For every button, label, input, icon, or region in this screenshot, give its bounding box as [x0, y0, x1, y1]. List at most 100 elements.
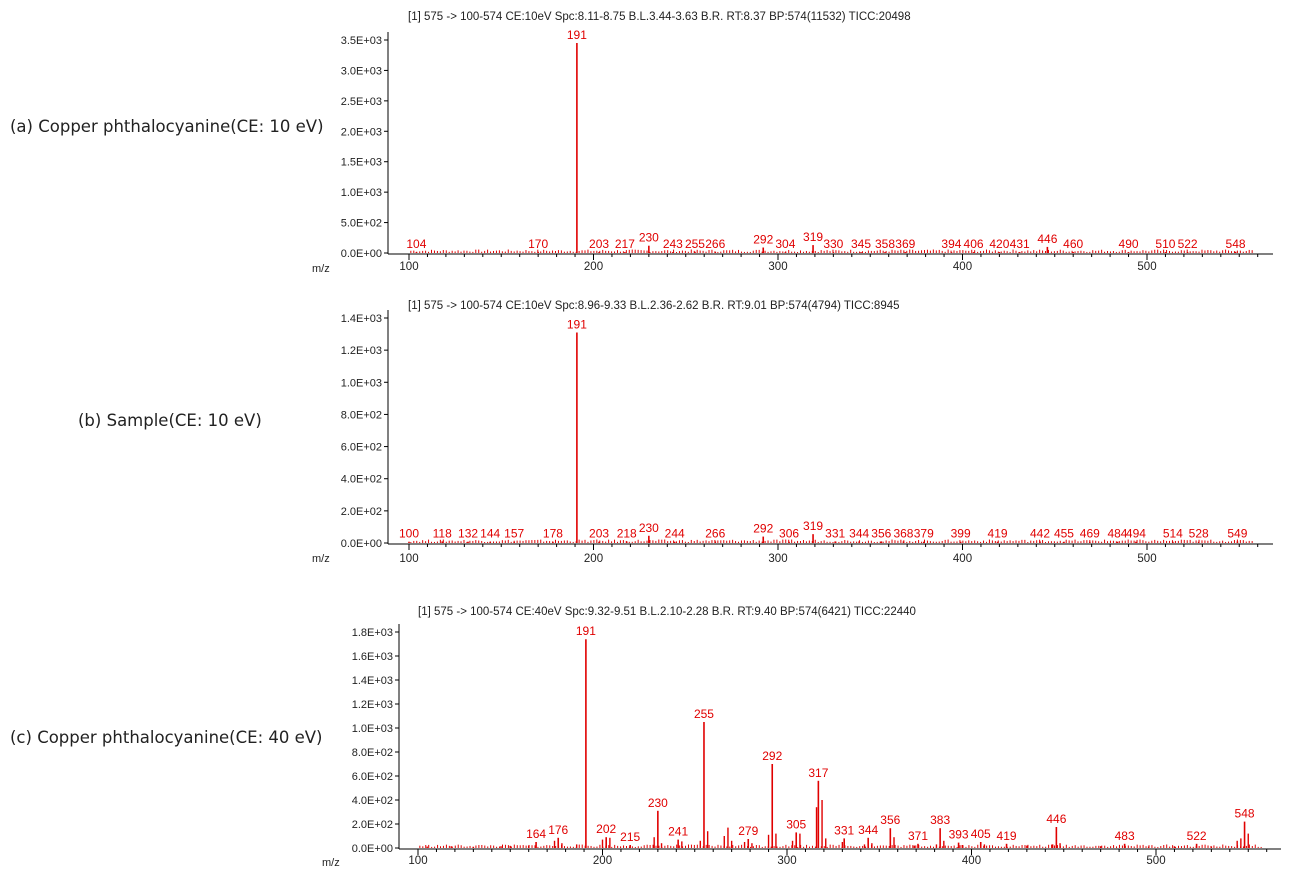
- peak-label: 292: [753, 233, 773, 247]
- x-tick-label: 300: [768, 261, 787, 273]
- peak-label: 292: [762, 749, 782, 763]
- y-tick-label: 1.8E+03: [352, 627, 393, 639]
- y-tick-label: 6.0E+02: [341, 442, 382, 454]
- x-tick-label: 400: [962, 855, 981, 867]
- x-axis-label: m/z: [312, 553, 330, 565]
- peak-label: 118: [433, 526, 452, 540]
- peak-label: 144: [480, 527, 500, 541]
- y-tick-label: 1.2E+03: [352, 699, 393, 711]
- peak-label: 528: [1189, 527, 1209, 541]
- x-tick-label: 100: [399, 261, 418, 273]
- y-tick-label: 1.5E+03: [341, 157, 382, 169]
- peak-label: 419: [997, 829, 1017, 843]
- peak-label: 331: [834, 823, 854, 837]
- peak-label: 369: [895, 237, 915, 251]
- peak-label: 331: [825, 526, 845, 540]
- peak-label: 191: [567, 317, 587, 331]
- peak-label: 490: [1119, 237, 1139, 251]
- y-tick-label: 8.0E+02: [341, 409, 382, 421]
- y-tick-label: 8.0E+02: [352, 747, 393, 759]
- peak-label: 494: [1126, 527, 1146, 541]
- x-axis-label: m/z: [312, 263, 330, 275]
- peak-label: 319: [803, 230, 823, 244]
- x-tick-label: 500: [1137, 553, 1156, 565]
- peak-label: 379: [914, 527, 934, 541]
- peak-label: 217: [615, 237, 635, 251]
- peak-label: 306: [779, 527, 799, 541]
- y-tick-label: 2.0E+02: [341, 506, 382, 518]
- peak-label: 405: [971, 827, 991, 841]
- peak-label: 104: [406, 237, 426, 251]
- spectrum-header: [1] 575 -> 100-574 CE:40eV Spc:9.32-9.51…: [418, 606, 916, 618]
- peak-label: 394: [941, 237, 961, 251]
- peak-label: 344: [858, 823, 878, 837]
- y-tick-label: 1.2E+03: [341, 345, 382, 357]
- peak-label: 215: [620, 830, 640, 844]
- peak-label: 266: [705, 526, 725, 540]
- peak-label: 164: [526, 827, 546, 841]
- peak-label: 431: [1010, 237, 1030, 251]
- peak-label: 218: [617, 526, 637, 540]
- y-tick-label: 3.5E+03: [341, 35, 382, 47]
- y-tick-label: 1.0E+03: [341, 187, 382, 199]
- peak-label: 419: [988, 527, 1008, 541]
- spectrum-panel-a: [1] 575 -> 100-574 CE:10eV Spc:8.11-8.75…: [312, 11, 1273, 275]
- panel-b-label: (b) Sample(CE: 10 eV): [78, 411, 262, 430]
- x-tick-label: 400: [953, 261, 972, 273]
- peak-label: 383: [930, 813, 950, 827]
- spectrum-panel-c: [1] 575 -> 100-574 CE:40eV Spc:9.32-9.51…: [322, 606, 1281, 869]
- peak-label: 255: [694, 707, 714, 721]
- spectrum-header: [1] 575 -> 100-574 CE:10eV Spc:8.96-9.33…: [408, 300, 900, 312]
- peak-label: 157: [504, 527, 524, 541]
- peak-label: 176: [548, 823, 568, 837]
- peak-label: 100: [399, 527, 419, 541]
- peak-label: 510: [1155, 237, 1175, 251]
- panel-a-label: (a) Copper phthalocyanine(CE: 10 eV): [10, 117, 324, 136]
- peak-label: 393: [949, 828, 969, 842]
- y-tick-label: 1.0E+03: [341, 377, 382, 389]
- x-tick-label: 200: [584, 261, 603, 273]
- peak-label: 292: [753, 522, 773, 536]
- y-tick-label: 0.0E+00: [341, 538, 382, 550]
- y-tick-label: 4.0E+02: [352, 795, 393, 807]
- peak-label: 230: [639, 231, 659, 245]
- peak-label: 244: [665, 527, 685, 541]
- peak-label: 202: [596, 822, 616, 836]
- y-tick-label: 4.0E+02: [341, 474, 382, 486]
- peak-label: 358: [875, 237, 895, 251]
- peak-label: 420: [989, 237, 1009, 251]
- spectrum-panel-b: [1] 575 -> 100-574 CE:10eV Spc:8.96-9.33…: [312, 300, 1273, 565]
- peak-label: 132: [458, 527, 478, 541]
- peak-label: 345: [851, 237, 871, 251]
- y-tick-label: 5.0E+02: [341, 218, 382, 230]
- x-tick-label: 400: [953, 553, 972, 565]
- peak-label: 330: [823, 237, 843, 251]
- peak-label: 460: [1063, 237, 1083, 251]
- y-tick-label: 2.0E+02: [352, 819, 393, 831]
- peak-label: 319: [803, 519, 823, 533]
- peak-label: 203: [589, 527, 609, 541]
- spectrum-header: [1] 575 -> 100-574 CE:10eV Spc:8.11-8.75…: [408, 11, 911, 23]
- x-tick-label: 300: [777, 855, 796, 867]
- peak-label: 191: [567, 28, 587, 42]
- peak-label: 356: [880, 813, 900, 827]
- peak-label: 442: [1030, 526, 1050, 540]
- y-tick-label: 0.0E+00: [341, 248, 382, 260]
- peak-label: 304: [775, 237, 795, 251]
- peak-label: 368: [893, 526, 913, 540]
- peak-label: 406: [964, 237, 984, 251]
- peak-label: 203: [589, 237, 609, 251]
- x-axis-label: m/z: [322, 857, 340, 869]
- y-tick-label: 1.4E+03: [341, 313, 382, 325]
- y-tick-label: 1.4E+03: [352, 675, 393, 687]
- peak-label: 266: [705, 237, 725, 251]
- x-tick-label: 500: [1137, 261, 1156, 273]
- peak-label: 446: [1037, 232, 1057, 246]
- peak-label: 549: [1227, 526, 1247, 540]
- peak-label: 522: [1187, 829, 1207, 843]
- peak-label: 469: [1080, 527, 1100, 541]
- peak-label: 344: [849, 526, 869, 540]
- y-tick-label: 1.6E+03: [352, 651, 393, 663]
- peak-label: 522: [1178, 237, 1198, 251]
